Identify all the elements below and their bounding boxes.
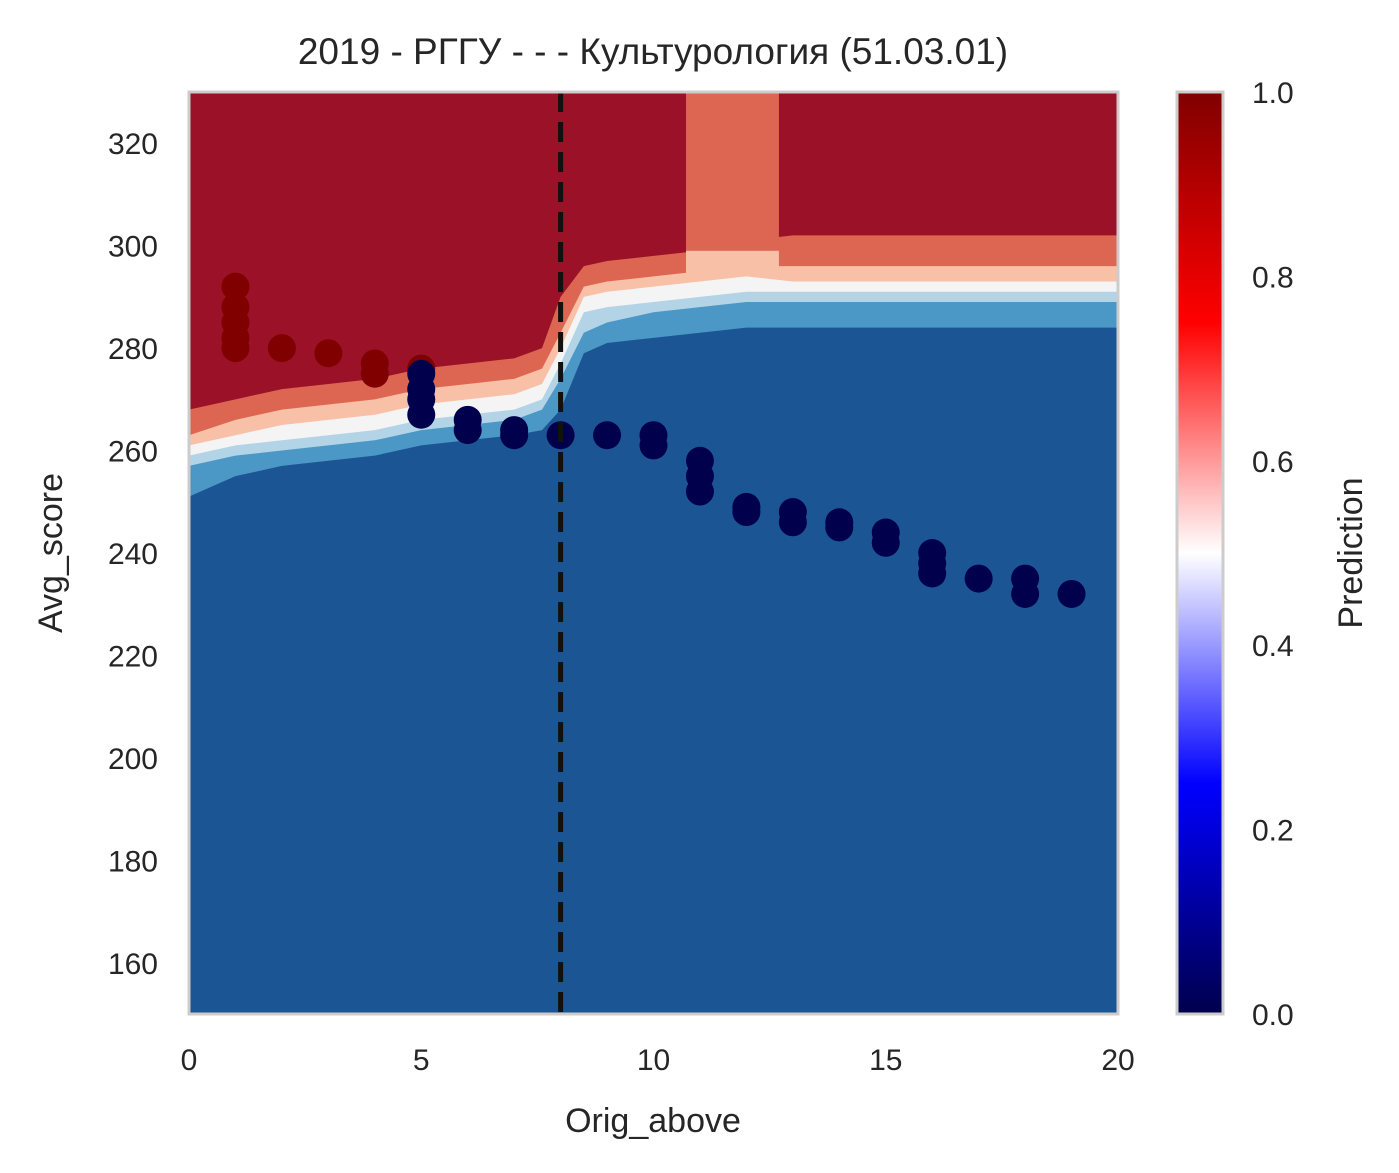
x-tick-label: 0 [181,1044,198,1077]
y-tick-label: 280 [108,333,158,366]
data-point [267,334,296,363]
colorbar-tick-label: 0.8 [1252,261,1294,294]
colorbar-tick-label: 0.2 [1252,815,1294,848]
data-point [639,431,668,460]
colorbar-tick-label: 0.0 [1252,999,1294,1032]
x-tick-label: 5 [413,1044,430,1077]
data-point [1011,579,1040,608]
y-tick-label: 200 [108,743,158,776]
contour-layer [189,92,1118,1014]
data-point [918,559,947,588]
data-point [732,498,761,527]
y-tick-label: 240 [108,538,158,571]
data-point [685,477,714,506]
colorbar-tick-label: 0.4 [1252,630,1294,663]
plot-area [189,92,1118,1014]
data-point [871,528,900,557]
x-tick-label: 20 [1101,1044,1134,1077]
x-axis-label: Orig_above [565,1102,741,1140]
y-tick-label: 300 [108,231,158,264]
y-tick-label: 160 [108,948,158,981]
data-point [825,513,854,542]
contour-plateau-base [686,250,779,277]
data-point [221,272,250,301]
data-point [500,421,529,450]
contour-very-high [189,92,1118,410]
data-point [360,359,389,388]
colorbar: 0.0 0.2 0.4 0.6 0.8 1.0 Prediction [1175,77,1370,1032]
data-point [314,339,343,368]
y-tick-label: 220 [108,640,158,673]
chart-title: 2019 - РГГУ - - - Культурология (51.03.0… [298,31,1008,72]
colorbar-gradient [1175,90,1225,1016]
data-point [1057,579,1086,608]
y-axis-label: Avg_score [32,473,70,633]
x-tick-label: 10 [637,1044,670,1077]
y-axis-ticks: 160 180 200 220 240 260 280 300 320 [108,128,158,981]
y-tick-label: 180 [108,845,158,878]
colorbar-tick-label: 0.6 [1252,446,1294,479]
contour-high-plateau [686,92,779,267]
data-point [407,400,436,429]
colorbar-label: Prediction [1332,477,1370,628]
data-point [964,564,993,593]
y-tick-label: 320 [108,128,158,161]
points-layer [221,272,1086,608]
data-point [453,416,482,445]
x-tick-label: 15 [869,1044,902,1077]
x-axis-ticks: 0 5 10 15 20 [181,1044,1135,1077]
colorbar-tick-label: 1.0 [1252,77,1294,110]
data-point [221,334,250,363]
data-point [778,508,807,537]
data-point [593,421,622,450]
y-tick-label: 260 [108,436,158,469]
plot-frame [187,90,1120,1016]
colorbar-ticks: 0.0 0.2 0.4 0.6 0.8 1.0 [1252,77,1294,1032]
